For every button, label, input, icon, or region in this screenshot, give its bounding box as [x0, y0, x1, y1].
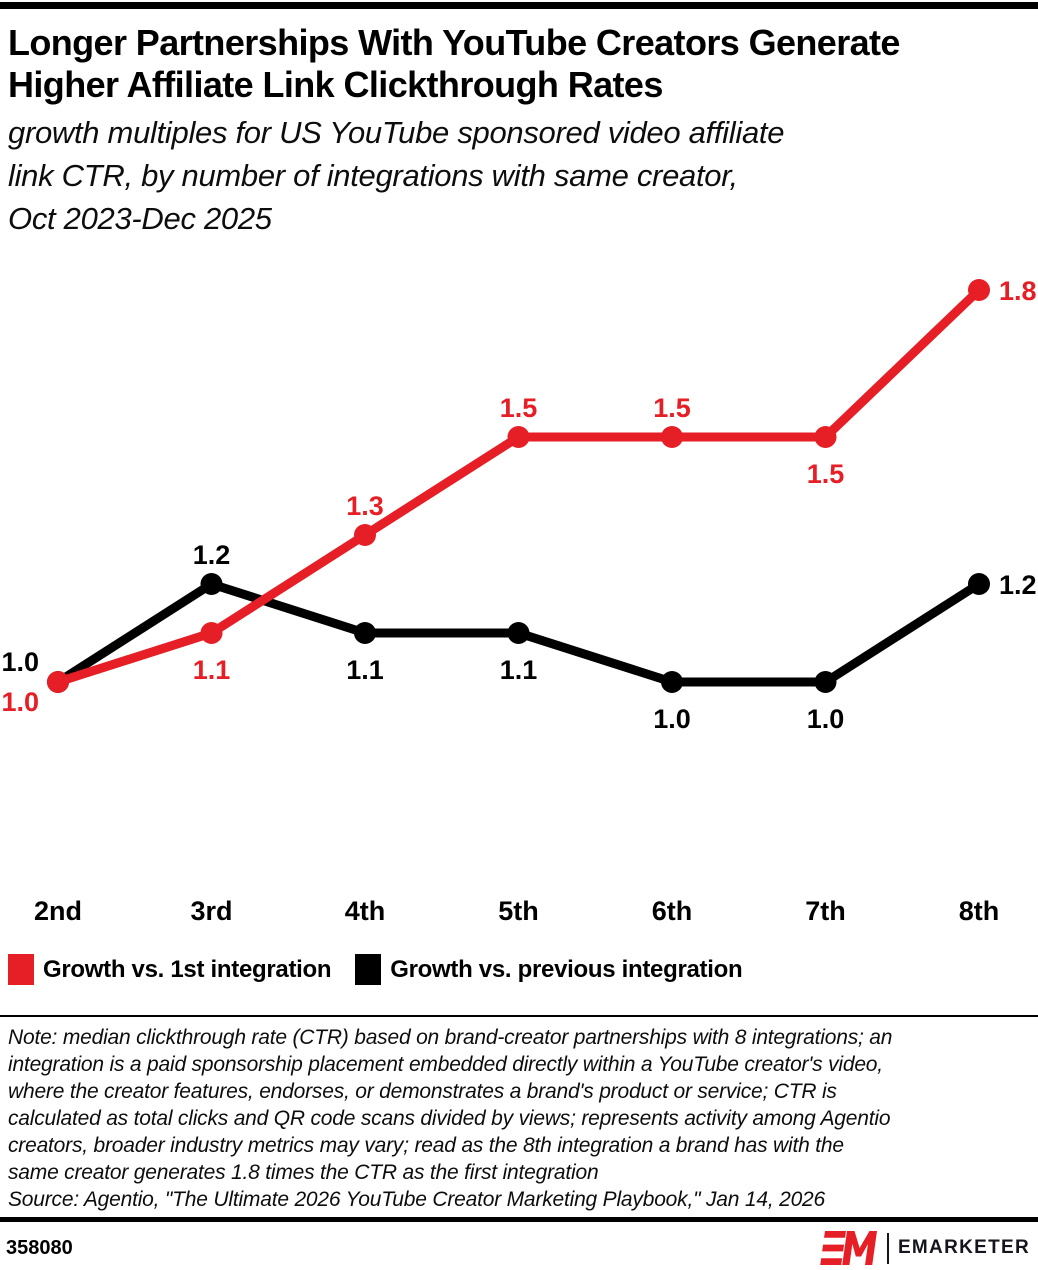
chart-subtitle-line1: growth multiples for US YouTube sponsore… [8, 115, 785, 150]
separator-thin [0, 1015, 1038, 1017]
note-line: calculated as total clicks and QR code s… [8, 1107, 891, 1130]
note-line: where the creator features, endorses, or… [8, 1080, 837, 1103]
data-label-vs-previous-7th: 1.0 [807, 704, 845, 734]
point-vs-1st-4th [354, 524, 376, 546]
data-label-vs-previous-5th: 1.1 [500, 655, 538, 685]
separator-thick [0, 1217, 1038, 1222]
x-axis-label-8th: 8th [959, 896, 1000, 926]
point-vs-1st-2nd [47, 671, 69, 693]
note-line: same creator generates 1.8 times the CTR… [8, 1161, 599, 1184]
data-label-vs-previous-3rd: 1.2 [193, 540, 231, 570]
point-vs-1st-3rd [200, 622, 223, 644]
legend-item-vs-previous: Growth vs. previous integration [355, 954, 743, 985]
chart-subtitle-line3: Oct 2023-Dec 2025 [8, 201, 272, 236]
point-vs-previous-7th [814, 671, 837, 693]
footer: 358080 EMARKETER [0, 1222, 1038, 1265]
chart-title-line1: Longer Partnerships With YouTube Creator… [8, 22, 900, 63]
chart-subtitle-line2: link CTR, by number of integrations with… [8, 158, 738, 193]
x-axis-label-6th: 6th [652, 896, 693, 926]
data-label-vs-1st-6th: 1.5 [653, 393, 691, 423]
data-label-vs-1st-3rd: 1.1 [193, 655, 231, 685]
data-label-vs-previous-2nd: 1.0 [1, 647, 39, 677]
emarketer-logo: EMARKETER [820, 1231, 1030, 1265]
point-vs-previous-4th [354, 622, 376, 644]
note-line: integration is a paid sponsorship placem… [8, 1053, 883, 1076]
legend-label-vs-previous: Growth vs. previous integration [390, 955, 743, 983]
data-label-vs-previous-8th: 1.2 [999, 570, 1037, 600]
legend-swatch-black [355, 954, 382, 985]
note-line: creators, broader industry metrics may v… [8, 1134, 844, 1157]
x-axis-label-3rd: 3rd [190, 896, 232, 926]
legend: Growth vs. 1st integration Growth vs. pr… [0, 954, 1038, 985]
x-axis-label-2nd: 2nd [34, 896, 82, 926]
point-vs-1st-8th [968, 279, 990, 301]
chart-title: Longer Partnerships With YouTube Creator… [8, 22, 1030, 106]
data-label-vs-1st-5th: 1.5 [500, 393, 538, 423]
point-vs-previous-3rd [200, 573, 223, 595]
top-bar [0, 2, 1038, 9]
point-vs-previous-5th [507, 622, 530, 644]
x-axis-label-4th: 4th [345, 896, 386, 926]
data-label-vs-previous-6th: 1.0 [653, 704, 691, 734]
x-axis-label-5th: 5th [498, 896, 539, 926]
em-logo-icon [820, 1231, 877, 1265]
point-vs-1st-6th [661, 426, 683, 448]
legend-item-vs-1st: Growth vs. 1st integration [8, 954, 332, 985]
legend-swatch-red [8, 954, 34, 985]
chart-subtitle: growth multiples for US YouTube sponsore… [8, 111, 1030, 240]
point-vs-1st-5th [507, 426, 530, 448]
data-label-vs-1st-8th: 1.8 [999, 276, 1037, 306]
note-text: Note: median clickthrough rate (CTR) bas… [0, 1017, 1038, 1213]
chart-title-line2: Higher Affiliate Link Clickthrough Rates [8, 64, 663, 105]
point-vs-previous-6th [661, 671, 683, 693]
x-axis-label-7th: 7th [805, 896, 846, 926]
data-label-vs-1st-4th: 1.3 [346, 491, 384, 521]
source-text: Source: Agentio, "The Ultimate 2026 YouT… [8, 1188, 826, 1211]
logo-divider [886, 1232, 889, 1264]
point-vs-1st-7th [814, 426, 837, 448]
header: Longer Partnerships With YouTube Creator… [0, 9, 1038, 240]
note-line: Note: median clickthrough rate (CTR) bas… [8, 1026, 893, 1049]
chart-canvas: 1.0 1.2 1.1 1.1 1.0 1.0 1.2 1.0 1.1 1.3 1.5 1.5 1.5 1… [1, 276, 1037, 926]
data-label-vs-previous-4th: 1.1 [346, 655, 384, 685]
data-label-vs-1st-2nd: 1.0 [1, 687, 39, 717]
data-label-vs-1st-7th: 1.5 [807, 459, 845, 489]
point-vs-previous-8th [968, 573, 990, 595]
legend-label-vs-1st: Growth vs. 1st integration [43, 955, 332, 983]
chart-id: 358080 [6, 1236, 73, 1259]
brand-name: EMARKETER [897, 1237, 1030, 1258]
